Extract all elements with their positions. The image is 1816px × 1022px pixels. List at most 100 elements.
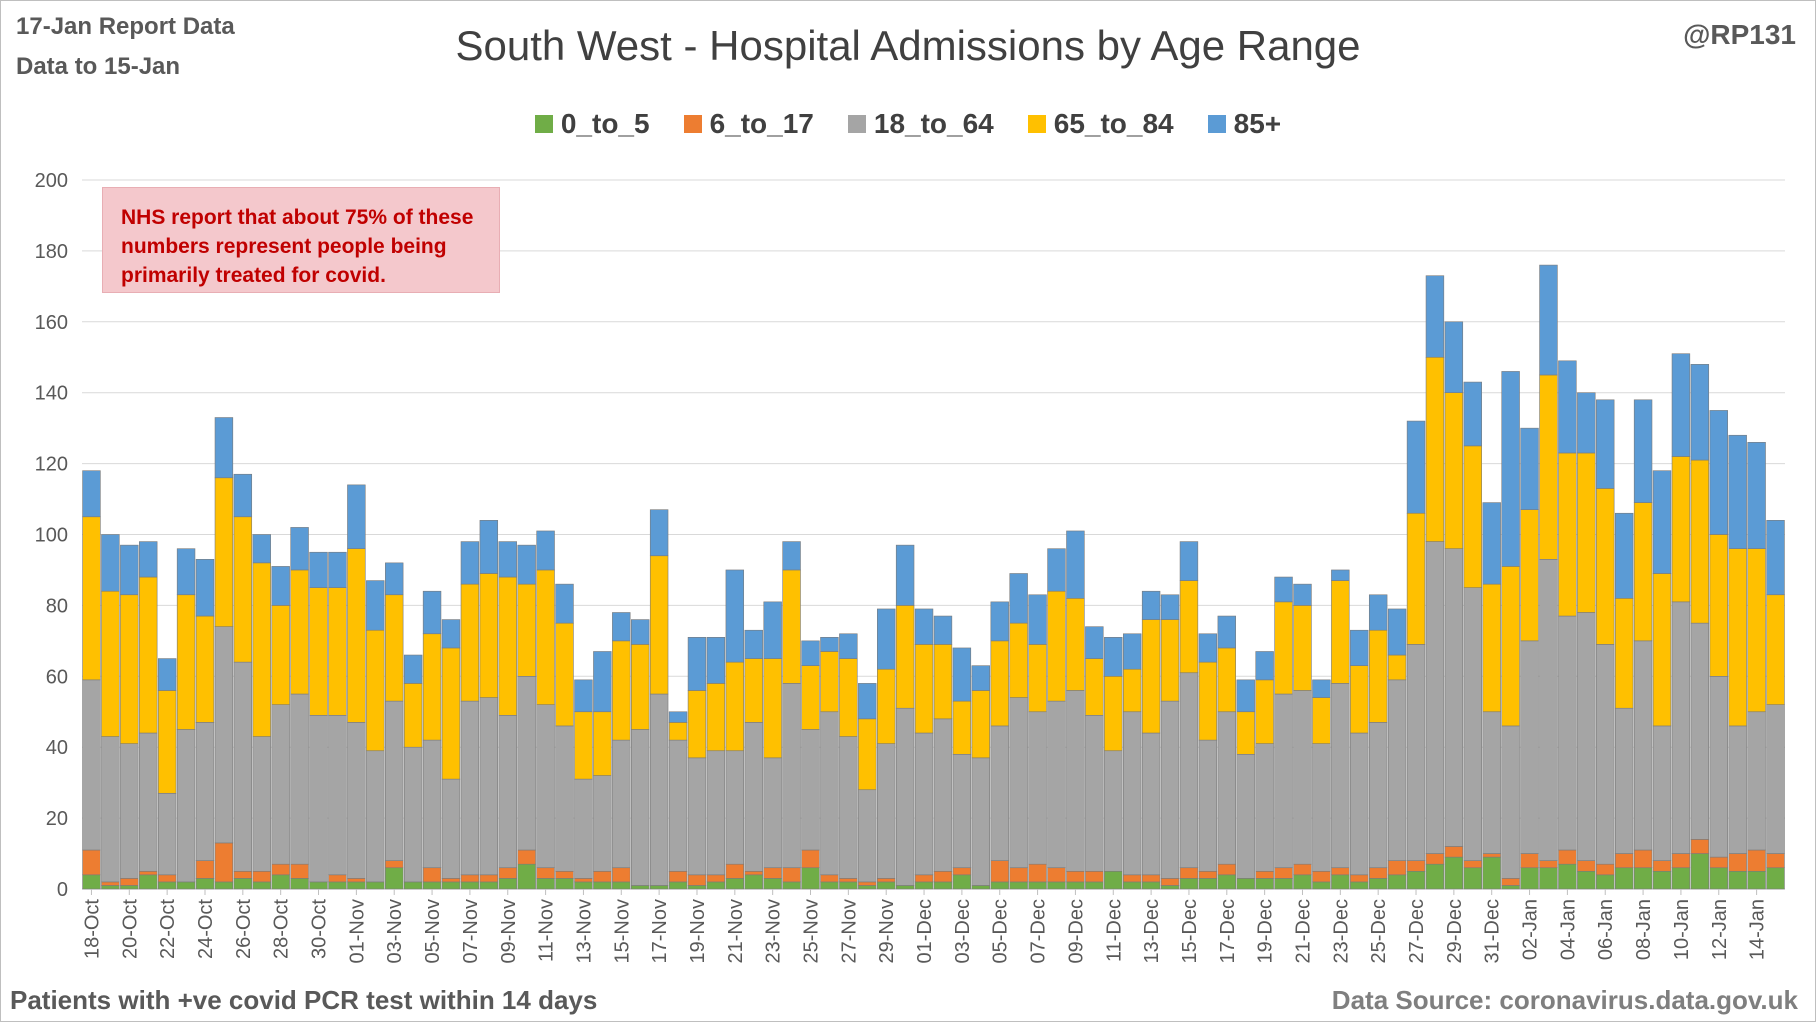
bar-segment-18-to-64 <box>1122 711 1142 876</box>
bar-segment-65-to-84 <box>1293 605 1312 691</box>
bar-segment-18-to-64 <box>460 700 480 876</box>
bar-segment-6-to-17 <box>347 878 366 883</box>
bar-segment-85-plus <box>139 541 158 578</box>
bar-segment-18-to-64 <box>952 753 972 869</box>
x-tick-label: 13-Dec <box>1141 899 1163 963</box>
bar-segment-85-plus <box>1085 626 1104 659</box>
bar-segment-65-to-84 <box>460 583 480 702</box>
x-tick-label: 05-Dec <box>990 899 1012 963</box>
bar-segment-6-to-17 <box>706 874 726 883</box>
bar-segment-18-to-64 <box>1614 707 1634 854</box>
bar-segment-6-to-17 <box>593 870 612 883</box>
bar-segment-6-to-17 <box>1482 853 1501 858</box>
bar-segment-6-to-17 <box>820 874 839 883</box>
bar-segment-0-to-5 <box>422 881 442 890</box>
bar-segment-18-to-64 <box>101 736 120 883</box>
bar-segment-6-to-17 <box>479 874 499 883</box>
bar-segment-85-plus <box>422 590 442 635</box>
bar-segment-0-to-5 <box>612 881 631 890</box>
bar-segment-65-to-84 <box>517 583 536 677</box>
bar-segment-65-to-84 <box>763 658 782 759</box>
footer-note: Patients with +ve covid PCR test within … <box>10 985 598 1015</box>
bar-segment-0-to-5 <box>1577 870 1596 890</box>
bar-segment-0-to-5 <box>157 881 177 890</box>
bar-segment-65-to-84 <box>366 629 385 752</box>
bar-segment-85-plus <box>1236 679 1255 713</box>
bar-segment-18-to-64 <box>290 693 309 865</box>
bar-segment-18-to-64 <box>1085 714 1104 872</box>
bar-segment-6-to-17 <box>914 874 934 883</box>
bar-segment-0-to-5 <box>1028 881 1047 890</box>
bar-segment-0-to-5 <box>233 878 253 890</box>
bar-segment-85-plus <box>1596 399 1615 489</box>
bar-segment-0-to-5 <box>176 881 196 890</box>
bar-segment-65-to-84 <box>1141 619 1161 734</box>
x-tick-label: 21-Dec <box>1292 899 1314 963</box>
bar-segment-85-plus <box>441 619 461 649</box>
bar-segment-0-to-5 <box>782 881 801 890</box>
bar-segment-0-to-5 <box>1255 878 1274 890</box>
bar-segment-65-to-84 <box>1179 580 1199 674</box>
bar-segment-0-to-5 <box>1444 856 1464 890</box>
x-tick-label: 08-Jan <box>1633 899 1655 960</box>
y-tick-label: 40 <box>46 737 68 759</box>
bar-segment-18-to-64 <box>1482 711 1501 854</box>
x-tick-label: 23-Dec <box>1330 899 1352 963</box>
bar-segment-18-to-64 <box>631 729 650 886</box>
bar-segment-6-to-17 <box>1255 870 1274 879</box>
bar-segment-6-to-17 <box>1520 853 1539 869</box>
bar-segment-65-to-84 <box>1482 583 1501 713</box>
bar-segment-6-to-17 <box>1747 849 1766 872</box>
bar-segment-6-to-17 <box>1141 874 1161 883</box>
bar-segment-18-to-64 <box>1444 548 1464 847</box>
nhs-note-box: NHS report that about 75% of these numbe… <box>102 187 500 293</box>
bar-segment-6-to-17 <box>517 849 536 865</box>
bar-segment-85-plus <box>952 647 972 702</box>
bar-segment-85-plus <box>1274 576 1293 603</box>
bar-segment-18-to-64 <box>195 722 215 861</box>
bar-segment-18-to-64 <box>593 775 612 872</box>
x-tick-label: 22-Oct <box>157 899 179 959</box>
legend-item-0-to-5: 0_to_5 <box>534 108 650 140</box>
bar-segment-18-to-64 <box>1179 672 1199 869</box>
bar-segment-0-to-5 <box>1274 878 1293 890</box>
bar-segment-6-to-17 <box>1312 870 1331 883</box>
bar-segment-0-to-5 <box>706 881 726 890</box>
bar-segment-65-to-84 <box>1274 601 1293 695</box>
bar-segment-85-plus <box>1766 520 1785 596</box>
bar-segment-6-to-17 <box>271 863 290 876</box>
bar-segment-18-to-64 <box>782 683 801 869</box>
bar-segment-18-to-64 <box>555 725 574 872</box>
bar-segment-18-to-64 <box>233 661 253 872</box>
bar-segment-85-plus <box>1482 502 1501 585</box>
bar-segment-65-to-84 <box>895 605 915 709</box>
bar-segment-65-to-84 <box>839 658 858 737</box>
x-tick-label: 29-Dec <box>1444 899 1466 963</box>
bar-segment-6-to-17 <box>1331 867 1350 876</box>
x-tick-label: 18-Oct <box>81 899 103 959</box>
bar-segment-85-plus <box>574 679 593 713</box>
bar-segment-85-plus <box>1747 442 1766 549</box>
bar-segment-0-to-5 <box>1179 878 1199 890</box>
x-tick-label: 15-Nov <box>611 899 633 963</box>
bar-segment-0-to-5 <box>403 881 423 890</box>
bar-segment-18-to-64 <box>441 778 461 879</box>
bar-segment-18-to-64 <box>1368 722 1388 869</box>
x-tick-label: 25-Nov <box>801 899 823 963</box>
bar-segment-85-plus <box>498 541 517 578</box>
bar-segment-0-to-5 <box>1614 867 1634 890</box>
bar-segment-85-plus <box>839 633 858 659</box>
legend-item-6-to-17: 6_to_17 <box>683 108 814 140</box>
bar-segment-6-to-17 <box>441 878 461 883</box>
bar-segment-18-to-64 <box>1709 675 1728 858</box>
bar-segment-65-to-84 <box>1066 598 1085 691</box>
x-tick-label: 17-Dec <box>1217 899 1239 963</box>
bar-segment-65-to-84 <box>706 683 726 752</box>
bar-segment-18-to-64 <box>1406 644 1426 861</box>
bar-segment-0-to-5 <box>1482 856 1501 890</box>
bar-segment-18-to-64 <box>1331 683 1350 869</box>
x-tick-label: 30-Oct <box>309 899 331 959</box>
bar-segment-18-to-64 <box>366 750 385 883</box>
bar-segment-6-to-17 <box>328 874 347 883</box>
